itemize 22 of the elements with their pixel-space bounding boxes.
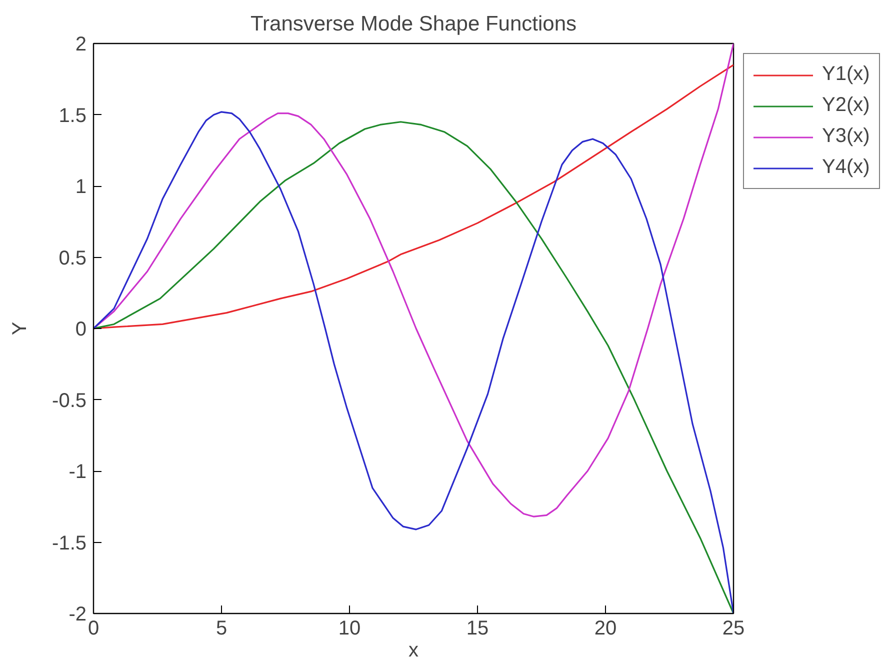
y-tick-label: 2 bbox=[75, 34, 86, 56]
y-tick-label: -1 bbox=[68, 461, 87, 483]
y-tick-label: 1 bbox=[75, 176, 86, 198]
y-tick-label: -0.5 bbox=[52, 390, 87, 412]
y-tick-label: -2 bbox=[68, 604, 87, 626]
legend-label: Y3(x) bbox=[822, 125, 870, 148]
x-tick-label: 5 bbox=[216, 618, 228, 640]
y-tick-label: 0 bbox=[75, 318, 86, 340]
x-axis-title: x bbox=[408, 640, 418, 662]
legend-label: Y2(x) bbox=[822, 94, 870, 117]
y-tick-label: 0.5 bbox=[58, 247, 87, 270]
x-tick-label: 15 bbox=[466, 618, 489, 640]
y-axis-title: Y bbox=[9, 322, 32, 336]
y-tick-label: 1.5 bbox=[58, 104, 87, 127]
x-tick-label: 10 bbox=[338, 618, 361, 640]
legend-label: Y1(x) bbox=[822, 63, 870, 86]
x-tick-label: 25 bbox=[722, 618, 745, 640]
line-series bbox=[94, 44, 734, 518]
y-tick-label: -1.5 bbox=[52, 532, 87, 554]
x-tick-label: 20 bbox=[594, 618, 617, 640]
chart-title: Transverse Mode Shape Functions bbox=[250, 12, 577, 36]
legend-label: Y4(x) bbox=[822, 156, 870, 179]
